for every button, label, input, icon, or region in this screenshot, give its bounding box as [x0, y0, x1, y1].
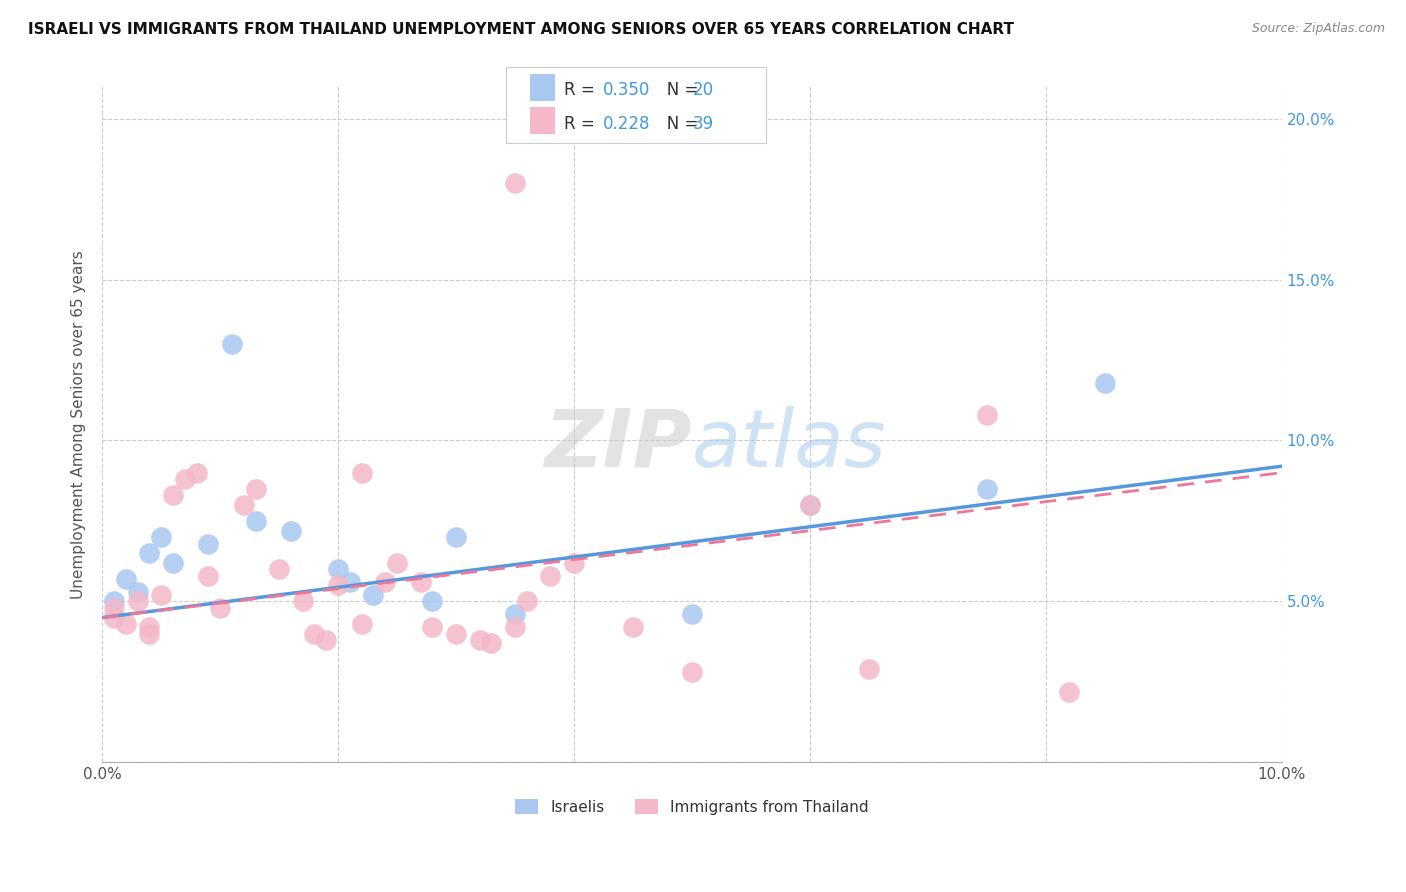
Point	[621, 620, 644, 634]
Point	[503, 620, 526, 634]
Point	[1057, 684, 1080, 698]
Text: N =: N =	[651, 81, 703, 99]
Text: atlas: atlas	[692, 406, 887, 483]
Point	[516, 594, 538, 608]
Point	[221, 337, 243, 351]
Point	[503, 176, 526, 190]
Point	[422, 620, 444, 634]
Point	[444, 530, 467, 544]
Point	[479, 636, 502, 650]
Point	[1094, 376, 1116, 390]
Point	[444, 626, 467, 640]
Text: R =: R =	[564, 115, 600, 133]
Point	[269, 562, 291, 576]
Point	[976, 408, 998, 422]
Point	[538, 568, 561, 582]
Point	[162, 488, 184, 502]
Text: 39: 39	[693, 115, 714, 133]
Y-axis label: Unemployment Among Seniors over 65 years: Unemployment Among Seniors over 65 years	[72, 250, 86, 599]
Point	[374, 575, 396, 590]
Point	[127, 584, 149, 599]
Point	[976, 482, 998, 496]
Point	[422, 594, 444, 608]
Point	[150, 530, 173, 544]
Point	[232, 498, 254, 512]
Point	[280, 524, 302, 538]
Point	[503, 607, 526, 622]
Point	[385, 556, 408, 570]
Point	[858, 662, 880, 676]
Point	[127, 594, 149, 608]
Point	[186, 466, 208, 480]
Point	[326, 578, 349, 592]
Point	[103, 601, 125, 615]
Text: 0.350: 0.350	[603, 81, 651, 99]
Text: 0.228: 0.228	[603, 115, 651, 133]
Point	[162, 556, 184, 570]
Point	[150, 588, 173, 602]
Point	[468, 633, 491, 648]
Text: N =: N =	[651, 115, 703, 133]
Point	[799, 498, 821, 512]
Point	[350, 617, 373, 632]
Point	[681, 607, 703, 622]
Point	[245, 482, 267, 496]
Point	[114, 572, 136, 586]
Point	[138, 546, 160, 560]
Point	[315, 633, 337, 648]
Point	[103, 610, 125, 624]
Point	[114, 617, 136, 632]
Point	[363, 588, 385, 602]
Point	[799, 498, 821, 512]
Point	[681, 665, 703, 680]
Point	[245, 514, 267, 528]
Point	[209, 601, 232, 615]
Point	[350, 466, 373, 480]
Point	[409, 575, 432, 590]
Text: 20: 20	[693, 81, 714, 99]
Point	[291, 594, 314, 608]
Text: ISRAELI VS IMMIGRANTS FROM THAILAND UNEMPLOYMENT AMONG SENIORS OVER 65 YEARS COR: ISRAELI VS IMMIGRANTS FROM THAILAND UNEM…	[28, 22, 1014, 37]
Point	[138, 626, 160, 640]
Text: R =: R =	[564, 81, 600, 99]
Point	[103, 594, 125, 608]
Text: Source: ZipAtlas.com: Source: ZipAtlas.com	[1251, 22, 1385, 36]
Legend: Israelis, Immigrants from Thailand: Israelis, Immigrants from Thailand	[508, 791, 876, 822]
Text: ZIP: ZIP	[544, 406, 692, 483]
Point	[304, 626, 326, 640]
Point	[326, 562, 349, 576]
Point	[197, 536, 219, 550]
Point	[339, 575, 361, 590]
Point	[173, 472, 195, 486]
Point	[562, 556, 585, 570]
Point	[197, 568, 219, 582]
Point	[138, 620, 160, 634]
